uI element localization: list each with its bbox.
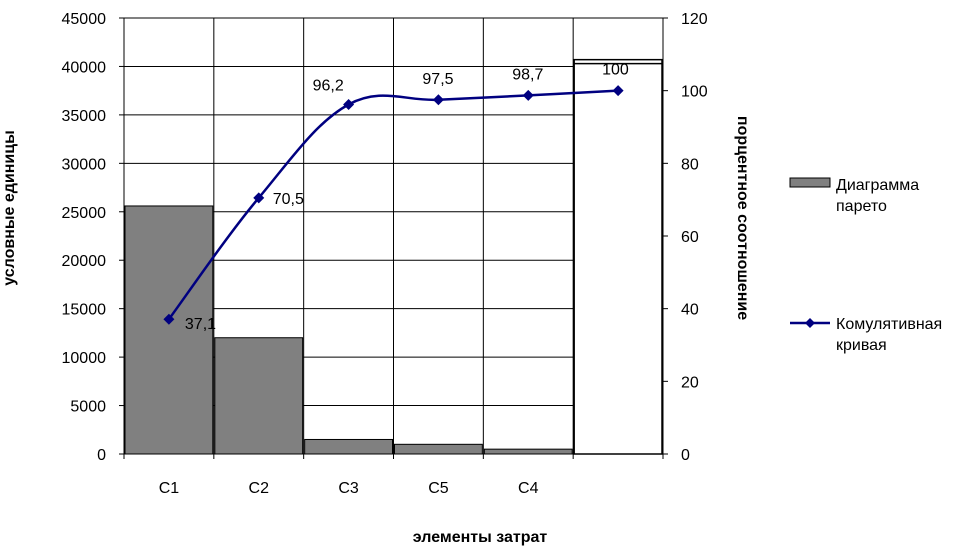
y-tick-label: 45000 (62, 11, 107, 28)
legend-label-bar: Диаграмма парето (836, 177, 919, 215)
bar-total (573, 58, 663, 455)
bars (124, 58, 663, 455)
cumulative-point (522, 89, 534, 101)
y-tick-label: 30000 (62, 156, 107, 173)
x-tick-label: C5 (428, 480, 449, 497)
legend: Диаграмма парето Комулятивная кривая (789, 177, 942, 354)
x-tick-label: C2 (249, 480, 270, 497)
data-label: 97,5 (422, 71, 453, 88)
y-tick-label: 0 (97, 447, 106, 464)
y-tick-label: 35000 (62, 108, 107, 125)
y-tick-label: 5000 (70, 399, 106, 416)
legend-swatch-marker (805, 318, 815, 328)
bar-C2 (214, 337, 304, 455)
y-tick-label: 15000 (62, 302, 107, 319)
cumulative-point (163, 313, 175, 325)
y2-tick-label: 120 (681, 11, 708, 28)
y2-tick-label: 60 (681, 229, 699, 246)
x-axis-title: элементы затрат (413, 529, 548, 546)
cumulative-point (612, 85, 624, 97)
y2-tick-label: 0 (681, 447, 690, 464)
bar-C3 (304, 438, 393, 455)
data-label: 96,2 (313, 77, 344, 94)
y2-axis-title: порцентное соотношение (734, 116, 751, 320)
y-tick-label: 40000 (62, 59, 107, 76)
data-label: 98,7 (512, 66, 543, 83)
data-label: 70,5 (273, 191, 304, 208)
y2-tick-label: 100 (681, 84, 708, 101)
y-axis-title: условные единицы (1, 130, 18, 286)
cumulative-point (253, 192, 265, 204)
x-tick-label: C4 (518, 480, 539, 497)
cumulative-point (343, 98, 355, 110)
data-label: 37,1 (185, 316, 216, 333)
y-tick-label: 10000 (62, 350, 107, 367)
grid-lines (123, 17, 664, 455)
bar-C1 (124, 205, 214, 455)
bar-C5 (394, 443, 483, 455)
axes: 0 5000 10000 15000 20000 25000 30000 35000 40000… (62, 11, 708, 497)
x-tick-label: C3 (338, 480, 359, 497)
bar-C4 (483, 448, 573, 455)
y2-tick-label: 20 (681, 374, 699, 391)
legend-label-line: Комулятивная кривая (836, 316, 942, 354)
x-tick-label: C1 (159, 480, 180, 497)
legend-swatch-bar (789, 177, 831, 188)
data-label: 100 (602, 62, 629, 79)
y-tick-label: 20000 (62, 253, 107, 270)
y2-tick-label: 80 (681, 156, 699, 173)
y2-tick-label: 40 (681, 302, 699, 319)
cumulative-point (432, 94, 444, 106)
data-labels: 37,1 70,5 96,2 97,5 98,7 100 (185, 62, 629, 334)
y-tick-label: 25000 (62, 205, 107, 222)
cumulative-points (163, 85, 624, 325)
